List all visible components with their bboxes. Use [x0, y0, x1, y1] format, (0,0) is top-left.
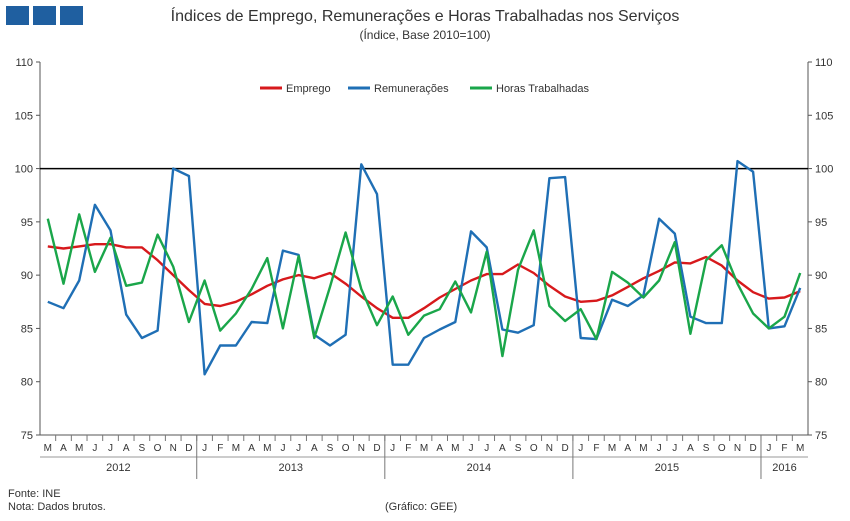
year-label: 2013	[279, 462, 303, 474]
year-label: 2014	[467, 462, 491, 474]
month-label: M	[75, 443, 83, 454]
month-label: N	[358, 443, 365, 454]
y-tick-label-right: 80	[815, 377, 827, 389]
y-tick-label-left: 100	[15, 164, 33, 176]
logo-block-3	[60, 6, 83, 25]
y-tick-label-right: 90	[815, 270, 827, 282]
month-label: A	[311, 443, 318, 454]
month-label: A	[624, 443, 631, 454]
month-label: N	[734, 443, 741, 454]
month-label: O	[342, 443, 350, 454]
month-label: M	[451, 443, 459, 454]
series-line-remunerações	[47, 159, 802, 376]
month-label: M	[796, 443, 804, 454]
month-label: O	[154, 443, 162, 454]
chart-title: Índices de Emprego, Remunerações e Horas…	[170, 8, 680, 25]
gee-logo	[6, 6, 83, 25]
month-label: J	[296, 443, 301, 454]
month-label: M	[44, 443, 52, 454]
month-label: N	[170, 443, 177, 454]
y-tick-label-left: 85	[21, 323, 33, 335]
y-tick-label-right: 100	[815, 164, 833, 176]
logo-block-1	[6, 6, 29, 25]
month-label: D	[185, 443, 192, 454]
y-tick-label-left: 75	[21, 430, 33, 442]
y-tick-label-right: 110	[815, 57, 833, 69]
month-label: F	[593, 443, 599, 454]
month-label: A	[687, 443, 694, 454]
month-label: J	[657, 443, 662, 454]
month-label: M	[639, 443, 647, 454]
month-label: J	[390, 443, 395, 454]
legend-label: Emprego	[286, 83, 331, 95]
month-label: M	[232, 443, 240, 454]
month-label: F	[217, 443, 223, 454]
month-label: M	[608, 443, 616, 454]
month-label: A	[248, 443, 255, 454]
month-label: J	[578, 443, 583, 454]
y-tick-label-left: 80	[21, 377, 33, 389]
month-label: M	[263, 443, 271, 454]
legend-label: Horas Trabalhadas	[496, 83, 589, 95]
month-label: J	[280, 443, 285, 454]
month-label: J	[92, 443, 97, 454]
year-label: 2016	[772, 462, 796, 474]
source-note: Fonte: INE	[8, 488, 61, 500]
series-line-horas-trabalhadas	[46, 213, 802, 358]
month-label: D	[561, 443, 568, 454]
credit-note: (Gráfico: GEE)	[385, 501, 458, 513]
month-label: F	[405, 443, 411, 454]
y-tick-label-right: 85	[815, 323, 827, 335]
month-label: A	[123, 443, 130, 454]
y-tick-label-left: 90	[21, 270, 33, 282]
y-tick-label-right: 105	[815, 110, 833, 122]
month-label: J	[484, 443, 489, 454]
month-label: O	[718, 443, 726, 454]
month-label: D	[373, 443, 380, 454]
y-tick-label-left: 105	[15, 110, 33, 122]
y-tick-label-right: 95	[815, 217, 827, 229]
month-label: S	[139, 443, 146, 454]
y-tick-label-left: 110	[15, 57, 33, 69]
month-label: F	[781, 443, 787, 454]
month-label: S	[327, 443, 334, 454]
chart-subtitle: (Índice, Base 2010=100)	[359, 28, 491, 42]
month-label: J	[469, 443, 474, 454]
logo-block-2	[33, 6, 56, 25]
month-label: M	[420, 443, 428, 454]
month-label: J	[108, 443, 113, 454]
month-label: J	[766, 443, 771, 454]
month-label: D	[750, 443, 757, 454]
month-label: O	[530, 443, 538, 454]
year-label: 2015	[655, 462, 679, 474]
y-tick-label-left: 95	[21, 217, 33, 229]
month-label: S	[703, 443, 710, 454]
month-label: A	[436, 443, 443, 454]
series-line-emprego	[47, 242, 801, 319]
year-label: 2012	[106, 462, 130, 474]
data-note: Nota: Dados brutos.	[8, 501, 106, 513]
month-label: S	[515, 443, 522, 454]
month-label: J	[202, 443, 207, 454]
month-label: A	[499, 443, 506, 454]
month-label: J	[672, 443, 677, 454]
month-label: A	[60, 443, 67, 454]
y-tick-label-right: 75	[815, 430, 827, 442]
legend-label: Remunerações	[374, 83, 449, 95]
month-label: N	[546, 443, 553, 454]
